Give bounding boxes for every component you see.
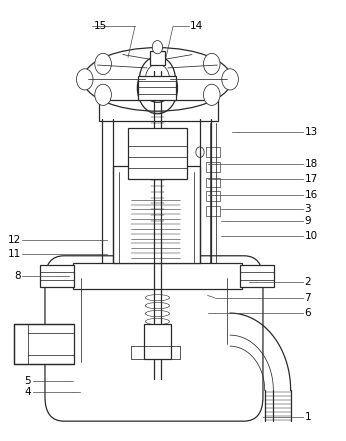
Text: 17: 17 <box>304 175 318 184</box>
Text: 14: 14 <box>190 22 203 31</box>
Text: 1: 1 <box>304 412 311 422</box>
Ellipse shape <box>95 53 111 75</box>
Text: 15: 15 <box>93 22 107 31</box>
Bar <box>206 162 220 172</box>
Bar <box>240 265 274 287</box>
Text: 12: 12 <box>8 235 21 245</box>
Text: 5: 5 <box>25 377 31 386</box>
Bar <box>206 206 220 216</box>
Ellipse shape <box>137 63 177 114</box>
Text: 4: 4 <box>25 388 31 397</box>
Ellipse shape <box>76 69 93 90</box>
Ellipse shape <box>222 69 238 90</box>
Text: 13: 13 <box>304 127 318 137</box>
Bar <box>40 265 74 287</box>
Text: 7: 7 <box>304 293 311 303</box>
Text: 3: 3 <box>304 205 311 214</box>
Text: 11: 11 <box>8 249 21 258</box>
Ellipse shape <box>196 147 204 157</box>
Bar <box>206 147 220 157</box>
Text: 2: 2 <box>304 277 311 287</box>
Text: 9: 9 <box>304 216 311 225</box>
Ellipse shape <box>145 64 170 95</box>
Bar <box>14 324 74 364</box>
Bar <box>73 263 242 289</box>
Bar <box>113 166 200 263</box>
Ellipse shape <box>203 84 220 105</box>
Bar <box>138 76 176 100</box>
Text: 10: 10 <box>304 231 318 241</box>
FancyBboxPatch shape <box>45 256 263 421</box>
Text: 16: 16 <box>304 190 318 200</box>
Bar <box>128 128 187 179</box>
Ellipse shape <box>203 53 220 75</box>
Bar <box>206 191 220 201</box>
Text: 18: 18 <box>304 159 318 169</box>
Bar <box>99 100 218 121</box>
Text: 8: 8 <box>14 271 21 280</box>
Ellipse shape <box>152 41 163 54</box>
Text: 6: 6 <box>304 308 311 318</box>
Bar <box>206 178 220 187</box>
Bar <box>144 324 171 359</box>
Ellipse shape <box>139 56 175 102</box>
Ellipse shape <box>95 84 111 105</box>
Bar <box>150 51 165 65</box>
